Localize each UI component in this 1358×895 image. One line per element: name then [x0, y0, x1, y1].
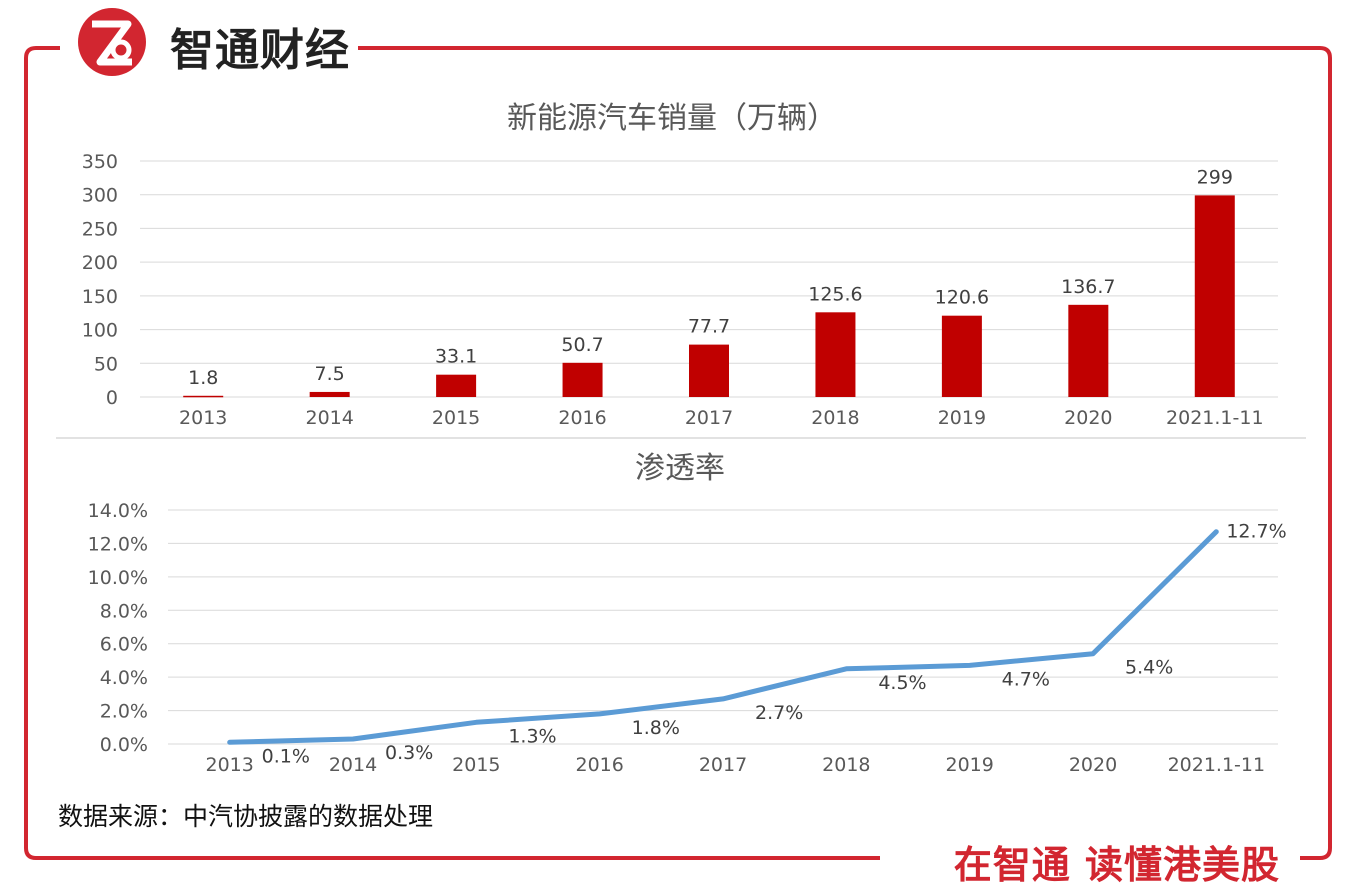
bar-ytick-label: 0: [106, 387, 118, 409]
bar: [436, 374, 477, 397]
line-xtick-label: 2019: [945, 754, 993, 776]
line-ytick-label: 0.0%: [100, 734, 148, 756]
bar-xtick-label: 2019: [938, 407, 986, 429]
bar-ytick-label: 200: [82, 252, 118, 274]
line-xtick-label: 2015: [452, 754, 500, 776]
bar-ytick-label: 300: [82, 185, 118, 207]
bar-xtick-label: 2020: [1064, 407, 1112, 429]
bar-ytick-label: 50: [94, 353, 118, 375]
bar-xtick-label: 2018: [811, 407, 859, 429]
penetration-line-chart: 渗透率 0.0%2.0%4.0%6.0%8.0%10.0%12.0%14.0% …: [88, 451, 1287, 776]
bar-xtick-label: 2016: [558, 407, 606, 429]
line-xtick-label: 2021.1-11: [1168, 754, 1266, 776]
bar-data-label: 7.5: [315, 363, 345, 385]
bar-xtick-label: 2013: [179, 407, 227, 429]
line-data-label: 5.4%: [1125, 657, 1173, 679]
line-ytick-label: 14.0%: [88, 500, 148, 522]
bar-xtick-label: 2021.1-11: [1166, 407, 1264, 429]
bar-data-label: 125.6: [808, 283, 862, 305]
line-xtick-label: 2020: [1069, 754, 1117, 776]
bar-data-label: 299: [1197, 166, 1233, 188]
bar-xtick-label: 2014: [305, 407, 353, 429]
bar: [309, 391, 350, 397]
line-data-label: 1.8%: [632, 717, 680, 739]
bar-ytick-label: 100: [82, 320, 118, 342]
penetration-line: [227, 529, 1219, 745]
bar: [183, 395, 224, 398]
bar-xtick-label: 2015: [432, 407, 480, 429]
line-chart-title: 渗透率: [635, 451, 725, 486]
line-xtick-label: 2018: [822, 754, 870, 776]
line-data-label: 2.7%: [755, 702, 803, 724]
bar-chart-title: 新能源汽车销量（万辆）: [507, 101, 837, 136]
logo-name: 智通财经: [162, 14, 358, 78]
bar: [815, 312, 856, 397]
bar-data-label: 33.1: [435, 346, 477, 368]
line-xtick-label: 2014: [329, 754, 377, 776]
bar: [562, 362, 603, 397]
bar: [1194, 195, 1235, 397]
bar-xtick-label: 2017: [685, 407, 733, 429]
line-xtick-label: 2017: [699, 754, 747, 776]
bar-data-label: 1.8: [188, 367, 218, 389]
logo-icon: [78, 8, 146, 76]
source-note: 数据来源：中汽协披露的数据处理: [58, 802, 434, 831]
bar-data-label: 136.7: [1061, 276, 1115, 298]
bar-data-label: 77.7: [688, 316, 730, 338]
line-data-label: 12.7%: [1226, 521, 1286, 543]
bar: [1068, 304, 1109, 397]
line-data-label: 1.3%: [508, 725, 556, 747]
line-ytick-label: 12.0%: [88, 533, 148, 555]
line-data-label: 4.5%: [878, 672, 926, 694]
bar-data-label: 50.7: [561, 334, 603, 356]
line-ytick-label: 4.0%: [100, 667, 148, 689]
bar-data-label: 120.6: [935, 287, 989, 309]
bar: [941, 315, 982, 397]
bar: [689, 344, 729, 397]
bar-ytick-label: 150: [82, 286, 118, 308]
sales-bar-chart: 新能源汽车销量（万辆） 0 50 100 150 200 250 300 350 1.8 7.5…: [82, 101, 1278, 429]
line-ytick-label: 6.0%: [100, 634, 148, 656]
slogan: 在智通 读懂港美股: [943, 834, 1290, 889]
line-ytick-label: 8.0%: [100, 600, 148, 622]
line-ytick-label: 10.0%: [88, 567, 148, 589]
line-xtick-label: 2013: [205, 754, 253, 776]
bar-ytick-label: 250: [82, 218, 118, 240]
bar-ytick-label: 350: [82, 151, 118, 173]
line-data-label: 4.7%: [1002, 668, 1050, 690]
line-data-label: 0.1%: [262, 745, 310, 767]
line-xtick-label: 2016: [575, 754, 623, 776]
line-ytick-label: 2.0%: [100, 701, 148, 723]
line-data-label: 0.3%: [385, 742, 433, 764]
